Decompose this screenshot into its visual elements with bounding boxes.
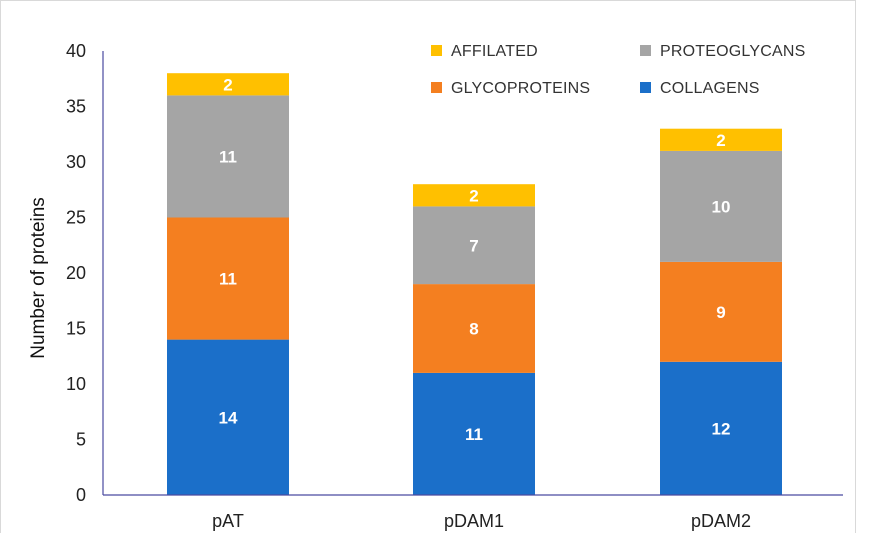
bar-proteoglycans-pdam2 (660, 150, 782, 262)
bar-glycoproteins-pdam1 (413, 284, 535, 373)
axes-group: 0 5 10 15 20 25 30 35 40 pAT pDAM1 pDAM2 (66, 41, 843, 531)
bar-affilated-pat (167, 73, 289, 96)
y-tick-label: 15 (66, 319, 86, 339)
data-label: 12 (712, 419, 731, 438)
bar-affilated-pdam1 (413, 184, 535, 207)
legend: AFFILATED PROTEOGLYCANS GLYCOPROTEINS COLLA… (431, 43, 805, 97)
bar-proteoglycans-pdam1 (413, 206, 535, 285)
y-tick-label: 35 (66, 97, 86, 117)
data-label: 8 (469, 320, 478, 339)
legend-label: PROTEOGLYCANS (660, 43, 805, 60)
data-label: 14 (219, 408, 238, 427)
legend-swatch (431, 45, 442, 56)
y-tick-label: 20 (66, 263, 86, 283)
data-label: 2 (716, 131, 725, 150)
x-category-label: pDAM2 (691, 511, 751, 531)
bar-proteoglycans-pat (167, 95, 289, 218)
data-label: 11 (219, 270, 237, 289)
y-tick-label: 0 (76, 485, 86, 505)
y-axis-label: Number of proteins (28, 197, 49, 359)
data-label: 9 (716, 303, 725, 322)
legend-swatch (640, 82, 651, 93)
data-label: 7 (469, 236, 478, 255)
bar-affilated-pdam2 (660, 128, 782, 151)
y-tick-label: 30 (66, 152, 86, 172)
x-category-label: pDAM1 (444, 511, 504, 531)
legend-swatch (431, 82, 442, 93)
data-label: 2 (223, 75, 232, 94)
bar-collagens-pat (167, 339, 289, 495)
legend-label: GLYCOPROTEINS (451, 80, 590, 97)
y-tick-label: 25 (66, 208, 86, 228)
legend-label: AFFILATED (451, 43, 538, 60)
data-label: 2 (469, 186, 478, 205)
data-label: 11 (465, 425, 483, 444)
y-tick-label: 10 (66, 374, 86, 394)
bar-glycoproteins-pdam2 (660, 261, 782, 362)
bar-glycoproteins-pat (167, 217, 289, 340)
legend-swatch (640, 45, 651, 56)
bars-group: 14 11 11 2 11 8 7 2 12 9 10 2 (167, 73, 782, 495)
y-tick-label: 40 (66, 41, 86, 61)
y-tick-label: 5 (76, 430, 86, 450)
bar-collagens-pdam1 (413, 372, 535, 495)
bar-collagens-pdam2 (660, 361, 782, 495)
x-category-label: pAT (212, 511, 244, 531)
data-label: 10 (712, 197, 731, 216)
data-label: 11 (219, 147, 237, 166)
legend-label: COLLAGENS (660, 80, 760, 97)
